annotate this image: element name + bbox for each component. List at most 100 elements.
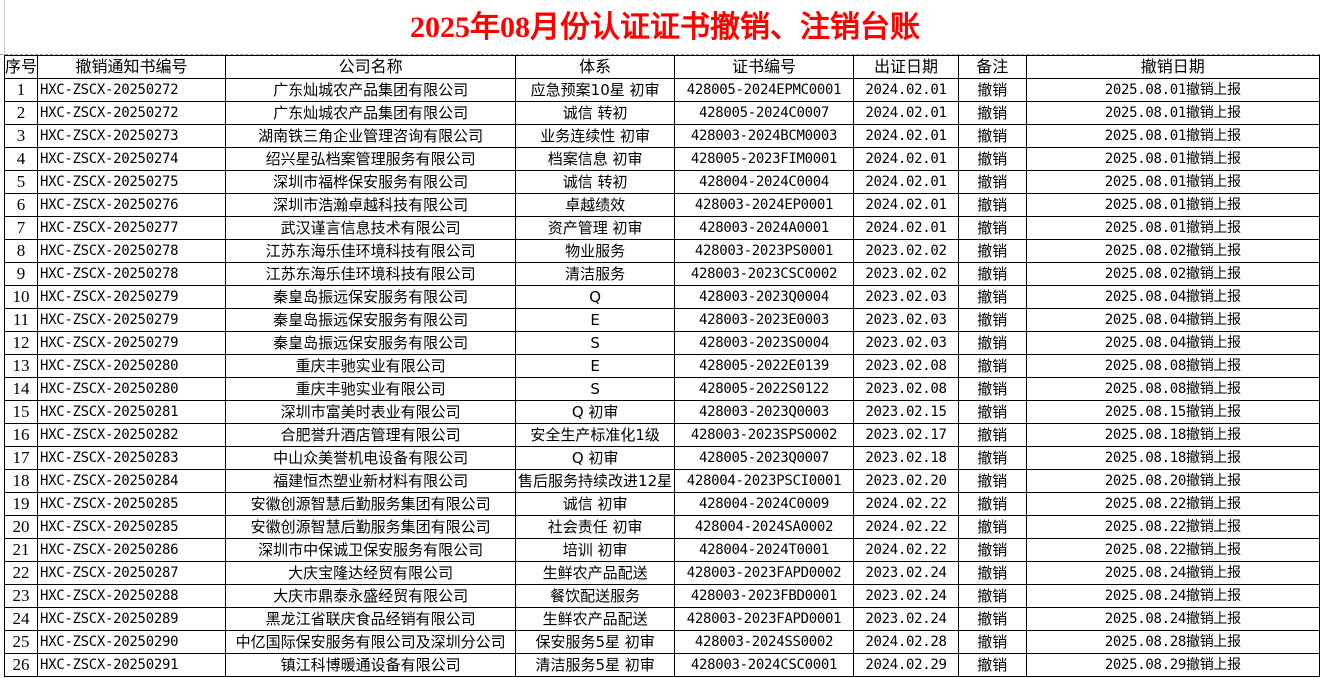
revoke-date-cell[interactable]: 2025.08.02撤销上报	[1025, 262, 1320, 286]
company-cell[interactable]: 深圳市福桦保安服务有限公司	[225, 170, 517, 194]
header-notice-no[interactable]: 撤销通知书编号	[37, 55, 227, 79]
seq-cell[interactable]: 2	[3, 101, 39, 125]
seq-cell[interactable]: 26	[3, 653, 39, 677]
revoke-date-cell[interactable]: 2025.08.22撤销上报	[1025, 538, 1320, 562]
header-issue-date[interactable]: 出证日期	[853, 55, 960, 79]
company-cell[interactable]: 秦皇岛振远保安服务有限公司	[225, 285, 517, 309]
notice-no-cell[interactable]: HXC-ZSCX-20250275	[37, 170, 227, 194]
system-cell[interactable]: 生鲜农产品配送	[515, 561, 676, 585]
system-cell[interactable]: 诚信 转初	[515, 101, 676, 125]
seq-cell[interactable]: 4	[3, 147, 39, 171]
remark-cell[interactable]: 撤销	[958, 308, 1027, 332]
system-cell[interactable]: 诚信 转初	[515, 170, 676, 194]
seq-cell[interactable]: 18	[3, 469, 39, 493]
seq-cell[interactable]: 25	[3, 630, 39, 654]
cert-no-cell[interactable]: 428003-2024CSC0001	[674, 653, 855, 677]
notice-no-cell[interactable]: HXC-ZSCX-20250276	[37, 193, 227, 217]
header-seq[interactable]: 序号	[3, 55, 39, 79]
seq-cell[interactable]: 7	[3, 216, 39, 240]
company-cell[interactable]: 江苏东海乐佳环境科技有限公司	[225, 239, 517, 263]
issue-date-cell[interactable]: 2023.02.24	[853, 607, 960, 631]
seq-cell[interactable]: 14	[3, 377, 39, 401]
notice-no-cell[interactable]: HXC-ZSCX-20250273	[37, 124, 227, 148]
notice-no-cell[interactable]: HXC-ZSCX-20250291	[37, 653, 227, 677]
remark-cell[interactable]: 撤销	[958, 377, 1027, 401]
issue-date-cell[interactable]: 2024.02.22	[853, 515, 960, 539]
system-cell[interactable]: 卓越绩效	[515, 193, 676, 217]
system-cell[interactable]: 售后服务持续改进12星	[515, 469, 676, 493]
remark-cell[interactable]: 撤销	[958, 538, 1027, 562]
remark-cell[interactable]: 撤销	[958, 193, 1027, 217]
system-cell[interactable]: 培训 初审	[515, 538, 676, 562]
remark-cell[interactable]: 撤销	[958, 331, 1027, 355]
cert-no-cell[interactable]: 428005-2023FIM0001	[674, 147, 855, 171]
company-cell[interactable]: 重庆丰驰实业有限公司	[225, 377, 517, 401]
seq-cell[interactable]: 15	[3, 400, 39, 424]
system-cell[interactable]: 资产管理 初审	[515, 216, 676, 240]
company-cell[interactable]: 深圳市中保诚卫保安服务有限公司	[225, 538, 517, 562]
seq-cell[interactable]: 22	[3, 561, 39, 585]
remark-cell[interactable]: 撤销	[958, 239, 1027, 263]
cert-no-cell[interactable]: 428005-2022E0139	[674, 354, 855, 378]
issue-date-cell[interactable]: 2023.02.03	[853, 331, 960, 355]
revoke-date-cell[interactable]: 2025.08.08撤销上报	[1025, 354, 1320, 378]
issue-date-cell[interactable]: 2023.02.20	[853, 469, 960, 493]
header-cert-no[interactable]: 证书编号	[674, 55, 855, 79]
cert-no-cell[interactable]: 428005-2022S0122	[674, 377, 855, 401]
cert-no-cell[interactable]: 428003-2023SPS0002	[674, 423, 855, 447]
remark-cell[interactable]: 撤销	[958, 216, 1027, 240]
cert-no-cell[interactable]: 428004-2023PSCI0001	[674, 469, 855, 493]
seq-cell[interactable]: 3	[3, 124, 39, 148]
remark-cell[interactable]: 撤销	[958, 584, 1027, 608]
company-cell[interactable]: 江苏东海乐佳环境科技有限公司	[225, 262, 517, 286]
revoke-date-cell[interactable]: 2025.08.01撤销上报	[1025, 101, 1320, 125]
company-cell[interactable]: 重庆丰驰实业有限公司	[225, 354, 517, 378]
system-cell[interactable]: 诚信 初审	[515, 492, 676, 516]
revoke-date-cell[interactable]: 2025.08.24撤销上报	[1025, 607, 1320, 631]
revoke-date-cell[interactable]: 2025.08.28撤销上报	[1025, 630, 1320, 654]
revoke-date-cell[interactable]: 2025.08.24撤销上报	[1025, 584, 1320, 608]
system-cell[interactable]: 应急预案10星 初审	[515, 78, 676, 102]
system-cell[interactable]: 安全生产标准化1级	[515, 423, 676, 447]
revoke-date-cell[interactable]: 2025.08.01撤销上报	[1025, 193, 1320, 217]
seq-cell[interactable]: 23	[3, 584, 39, 608]
remark-cell[interactable]: 撤销	[958, 101, 1027, 125]
notice-no-cell[interactable]: HXC-ZSCX-20250278	[37, 262, 227, 286]
cert-no-cell[interactable]: 428003-2023E0003	[674, 308, 855, 332]
system-cell[interactable]: Q 初审	[515, 400, 676, 424]
remark-cell[interactable]: 撤销	[958, 515, 1027, 539]
issue-date-cell[interactable]: 2024.02.01	[853, 193, 960, 217]
issue-date-cell[interactable]: 2024.02.01	[853, 78, 960, 102]
revoke-date-cell[interactable]: 2025.08.01撤销上报	[1025, 216, 1320, 240]
remark-cell[interactable]: 撤销	[958, 354, 1027, 378]
remark-cell[interactable]: 撤销	[958, 423, 1027, 447]
company-cell[interactable]: 福建恒杰塑业新材料有限公司	[225, 469, 517, 493]
remark-cell[interactable]: 撤销	[958, 630, 1027, 654]
remark-cell[interactable]: 撤销	[958, 561, 1027, 585]
issue-date-cell[interactable]: 2024.02.29	[853, 653, 960, 677]
company-cell[interactable]: 黑龙江省联庆食品经销有限公司	[225, 607, 517, 631]
header-system[interactable]: 体系	[515, 55, 676, 79]
cert-no-cell[interactable]: 428003-2023FAPD0002	[674, 561, 855, 585]
issue-date-cell[interactable]: 2023.02.03	[853, 285, 960, 309]
company-cell[interactable]: 广东灿城农产品集团有限公司	[225, 101, 517, 125]
remark-cell[interactable]: 撤销	[958, 446, 1027, 470]
notice-no-cell[interactable]: HXC-ZSCX-20250285	[37, 492, 227, 516]
company-cell[interactable]: 湖南铁三角企业管理咨询有限公司	[225, 124, 517, 148]
issue-date-cell[interactable]: 2024.02.01	[853, 170, 960, 194]
cert-no-cell[interactable]: 428003-2023FBD0001	[674, 584, 855, 608]
seq-cell[interactable]: 16	[3, 423, 39, 447]
issue-date-cell[interactable]: 2023.02.15	[853, 400, 960, 424]
notice-no-cell[interactable]: HXC-ZSCX-20250274	[37, 147, 227, 171]
company-cell[interactable]: 绍兴星弘档案管理服务有限公司	[225, 147, 517, 171]
issue-date-cell[interactable]: 2024.02.01	[853, 147, 960, 171]
company-cell[interactable]: 镇江科博暖通设备有限公司	[225, 653, 517, 677]
company-cell[interactable]: 大庆市鼎泰永盛经贸有限公司	[225, 584, 517, 608]
seq-cell[interactable]: 17	[3, 446, 39, 470]
seq-cell[interactable]: 6	[3, 193, 39, 217]
system-cell[interactable]: 保安服务5星 初审	[515, 630, 676, 654]
remark-cell[interactable]: 撤销	[958, 147, 1027, 171]
cert-no-cell[interactable]: 428004-2024C0009	[674, 492, 855, 516]
notice-no-cell[interactable]: HXC-ZSCX-20250279	[37, 285, 227, 309]
seq-cell[interactable]: 19	[3, 492, 39, 516]
